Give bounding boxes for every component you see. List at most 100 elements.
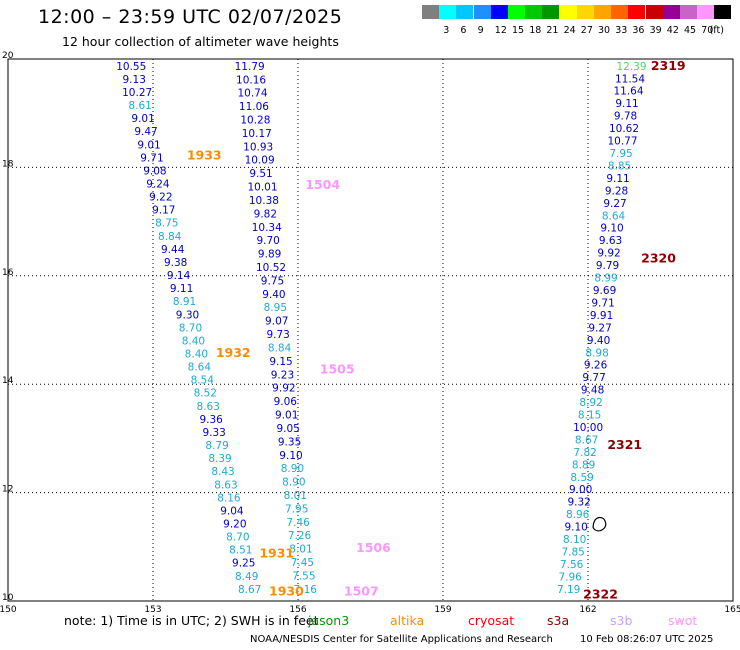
scale-label: 33 [615, 25, 628, 36]
wave-height-value: 11.06 [239, 101, 269, 113]
wave-height-value: 8.98 [585, 347, 608, 359]
wave-height-value: 10.01 [247, 182, 277, 194]
wave-height-value: 8.90 [281, 463, 304, 475]
wave-height-value: 8.95 [264, 302, 287, 314]
wave-height-value: 10.27 [122, 87, 152, 99]
satellite-legend-item: jason3 [308, 613, 350, 628]
wave-height-value: 9.40 [262, 289, 285, 301]
lon-tick-label: 156 [289, 605, 306, 615]
wave-height-value: 8.51 [229, 545, 252, 557]
wave-height-value: 9.13 [123, 74, 146, 86]
scale-swatch [714, 5, 732, 19]
wave-height-value: 9.79 [596, 260, 619, 272]
wave-height-value: 9.44 [161, 244, 185, 256]
scale-label: 15 [512, 25, 525, 36]
wave-height-value: 9.01 [275, 410, 298, 422]
scale-label: 27 [580, 25, 593, 36]
wave-height-value: 9.77 [582, 372, 605, 384]
wave-height-value: 9.01 [131, 113, 154, 125]
scale-label: 3 [443, 25, 450, 36]
lat-tick-label: 12 [2, 485, 13, 495]
page-title: 12:00 – 23:59 UTC 02/07/2025 [38, 6, 343, 28]
wave-height-value: 10.62 [609, 123, 639, 135]
wave-height-value: 8.91 [173, 296, 196, 308]
lon-tick-label: 162 [579, 605, 596, 615]
wave-height-value: 9.10 [600, 223, 623, 235]
wave-height-value: 7.45 [291, 557, 314, 569]
wave-height-value: 9.11 [615, 98, 638, 110]
scale-swatch [473, 5, 491, 19]
wave-height-value: 9.47 [134, 126, 157, 138]
satellite-legend-item: altika [390, 613, 425, 628]
wave-height-value: 9.30 [176, 309, 199, 321]
wave-height-value: 9.06 [274, 396, 298, 408]
lon-tick-label: 150 [0, 605, 17, 615]
scale-swatch [508, 5, 525, 19]
scale-swatch [594, 5, 611, 19]
pass-number-label: 2322 [583, 586, 618, 601]
wave-height-value: 7.85 [561, 547, 584, 559]
lon-tick-label: 159 [434, 605, 451, 615]
wave-height-value: 8.49 [235, 571, 258, 583]
wave-height-value: 9.92 [597, 248, 620, 260]
wave-height-value: 7.95 [285, 503, 308, 515]
satellite-legend-item: cryosat [468, 613, 515, 628]
scale-swatch [680, 5, 697, 19]
scale-label: 45 [684, 25, 697, 36]
wave-height-value: 9.63 [599, 235, 622, 247]
scale-swatch [697, 5, 715, 19]
wave-height-value: 7.56 [560, 559, 584, 571]
wave-height-value: 9.11 [606, 173, 629, 185]
wave-height-value: 8.61 [128, 100, 151, 112]
scale-swatch [628, 5, 646, 19]
wave-height-value: 9.92 [272, 383, 295, 395]
pass-number-label: 1504 [305, 177, 340, 192]
wave-height-value: 9.17 [152, 205, 175, 217]
pass-number-label: 1932 [216, 345, 251, 360]
scale-swatch [525, 5, 543, 19]
wave-height-value: 8.84 [268, 342, 292, 354]
wave-height-value: 9.73 [266, 329, 289, 341]
scale-swatch [542, 5, 560, 19]
wave-height-value: 9.71 [140, 152, 163, 164]
wave-height-value: 10.93 [243, 141, 273, 153]
pass-number-label: 1505 [320, 361, 355, 376]
scale-swatch [559, 5, 577, 19]
scale-label: 36 [632, 25, 645, 36]
lon-tick-label: 153 [144, 605, 161, 615]
wave-height-value: 11.79 [235, 61, 265, 73]
wave-height-value: 10.74 [237, 88, 267, 100]
lat-tick-label: 20 [2, 51, 14, 61]
wave-height-value: 8.96 [566, 509, 590, 521]
scale-swatch [439, 5, 457, 19]
wave-height-value: 8.10 [563, 534, 586, 546]
wave-height-value: 9.08 [143, 165, 166, 177]
wave-height-value: 9.01 [137, 139, 160, 151]
scale-label: 39 [649, 25, 662, 36]
scale-swatch [422, 5, 439, 19]
lat-tick-label: 10 [2, 593, 14, 603]
wave-height-value: 9.04 [220, 505, 244, 517]
wave-height-value: 7.19 [557, 584, 580, 596]
wave-height-value: 8.70 [226, 532, 249, 544]
wave-height-value: 9.20 [223, 518, 246, 530]
wave-height-value: 8.54 [191, 375, 215, 387]
wave-height-value: 9.05 [276, 423, 299, 435]
wave-height-value: 7.96 [558, 571, 582, 583]
wave-height-value: 9.28 [605, 185, 628, 197]
wave-height-value: 9.14 [167, 270, 191, 282]
scale-swatch [456, 5, 474, 19]
wave-height-value: 9.82 [254, 208, 277, 220]
wave-height-value: 9.75 [261, 275, 284, 287]
satellite-legend-item: s3a [547, 613, 570, 628]
wave-height-value: 8.84 [158, 231, 182, 243]
island-coastline [592, 516, 607, 532]
wave-height-value: 8.79 [205, 440, 228, 452]
wave-height-value: 9.32 [567, 497, 590, 509]
wave-height-value: 8.40 [182, 335, 205, 347]
wave-height-value: 7.46 [286, 517, 310, 529]
wave-height-value: 12.39 [616, 61, 646, 73]
wave-height-value: 9.36 [199, 414, 223, 426]
pass-number-label: 1933 [187, 147, 222, 162]
